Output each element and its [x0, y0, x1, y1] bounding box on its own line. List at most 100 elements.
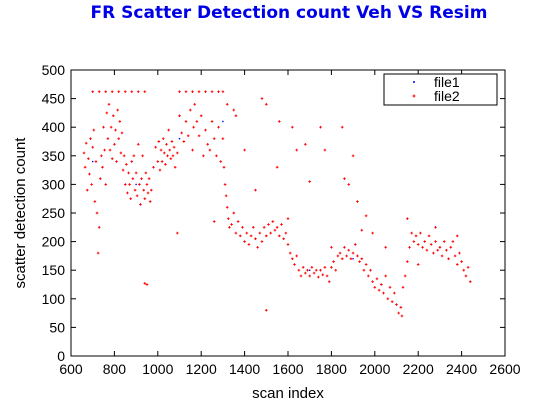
data-point [366, 274, 370, 278]
data-point [132, 154, 136, 158]
data-point [139, 203, 142, 206]
data-point [136, 143, 140, 146]
data-point [432, 251, 435, 255]
data-point [288, 251, 292, 255]
data-point [232, 211, 236, 215]
data-point [356, 254, 359, 258]
legend-marker [413, 81, 415, 83]
y-tick-label: 100 [42, 291, 66, 307]
x-tick-label: 1600 [272, 361, 303, 377]
data-point [400, 314, 404, 318]
data-point [278, 120, 281, 123]
data-point [373, 286, 377, 289]
data-point [129, 197, 132, 200]
data-point [82, 151, 86, 155]
data-point [114, 128, 117, 132]
data-point [109, 125, 113, 129]
data-point [304, 271, 307, 275]
data-point [238, 234, 242, 238]
x-tick-label: 1400 [229, 361, 260, 377]
y-tick-label: 350 [42, 148, 66, 164]
data-point [184, 120, 188, 123]
y-tick-label: 50 [49, 319, 65, 335]
data-point [267, 223, 270, 226]
legend-box [383, 73, 498, 106]
data-point [399, 306, 403, 309]
data-point [126, 191, 129, 195]
data-point [193, 103, 196, 106]
x-tick-label: 2200 [403, 361, 434, 377]
data-point [269, 231, 272, 235]
data-point [146, 191, 150, 195]
data-point [152, 165, 155, 169]
data-point [204, 90, 207, 94]
data-point [113, 143, 116, 146]
data-point [191, 148, 194, 152]
data-point [134, 171, 138, 175]
data-point [436, 248, 440, 252]
x-tick-label: 1800 [316, 361, 347, 377]
data-point [168, 148, 172, 152]
series-file2 [82, 90, 472, 318]
plot-marks [82, 90, 472, 318]
data-point [161, 137, 165, 140]
y-tick-label: 200 [42, 234, 66, 250]
data-point [438, 246, 442, 249]
data-point [178, 137, 181, 140]
data-point [401, 286, 405, 289]
data-point [234, 114, 238, 118]
data-point [130, 90, 134, 94]
data-point [112, 114, 115, 118]
data-point [352, 257, 354, 260]
data-point [217, 125, 220, 129]
data-point [260, 97, 264, 100]
data-point [91, 145, 94, 149]
data-point [319, 268, 322, 272]
data-point [172, 145, 176, 149]
data-point [254, 237, 257, 241]
data-point [358, 260, 361, 263]
data-point [412, 240, 416, 243]
data-point [308, 274, 311, 278]
data-point [395, 303, 398, 306]
y-tick-label: 250 [42, 205, 66, 221]
data-point [275, 165, 279, 169]
data-point [103, 148, 106, 152]
data-point [332, 260, 335, 263]
data-point [265, 234, 268, 238]
data-point [212, 137, 216, 140]
data-point [131, 177, 135, 180]
y-axis: 0 50 100 150 200 250 300 350 400 450 500 [42, 62, 505, 364]
data-point [138, 183, 141, 186]
data-point [258, 231, 262, 235]
data-point [390, 300, 394, 303]
data-point [145, 183, 149, 186]
data-point [90, 183, 93, 186]
data-point [100, 154, 103, 158]
data-point [141, 154, 144, 158]
data-point [295, 148, 298, 152]
data-point [349, 257, 353, 261]
data-point [102, 125, 105, 129]
data-point [306, 268, 309, 272]
data-point [330, 246, 333, 249]
data-point [323, 266, 327, 269]
data-point [453, 254, 457, 258]
data-point [222, 165, 226, 169]
data-point [165, 143, 168, 146]
data-point [351, 154, 355, 158]
y-tick-label: 150 [42, 262, 66, 278]
data-point [384, 274, 387, 278]
data-point [369, 268, 372, 272]
data-point [182, 140, 186, 143]
data-point [314, 268, 318, 272]
data-point [104, 90, 108, 94]
data-point [143, 282, 147, 285]
data-point [222, 120, 224, 123]
data-point [351, 251, 355, 255]
x-tick-label: 800 [103, 361, 127, 377]
data-point [154, 145, 157, 149]
data-point [343, 246, 346, 249]
data-point [466, 266, 470, 269]
data-point [98, 177, 102, 180]
